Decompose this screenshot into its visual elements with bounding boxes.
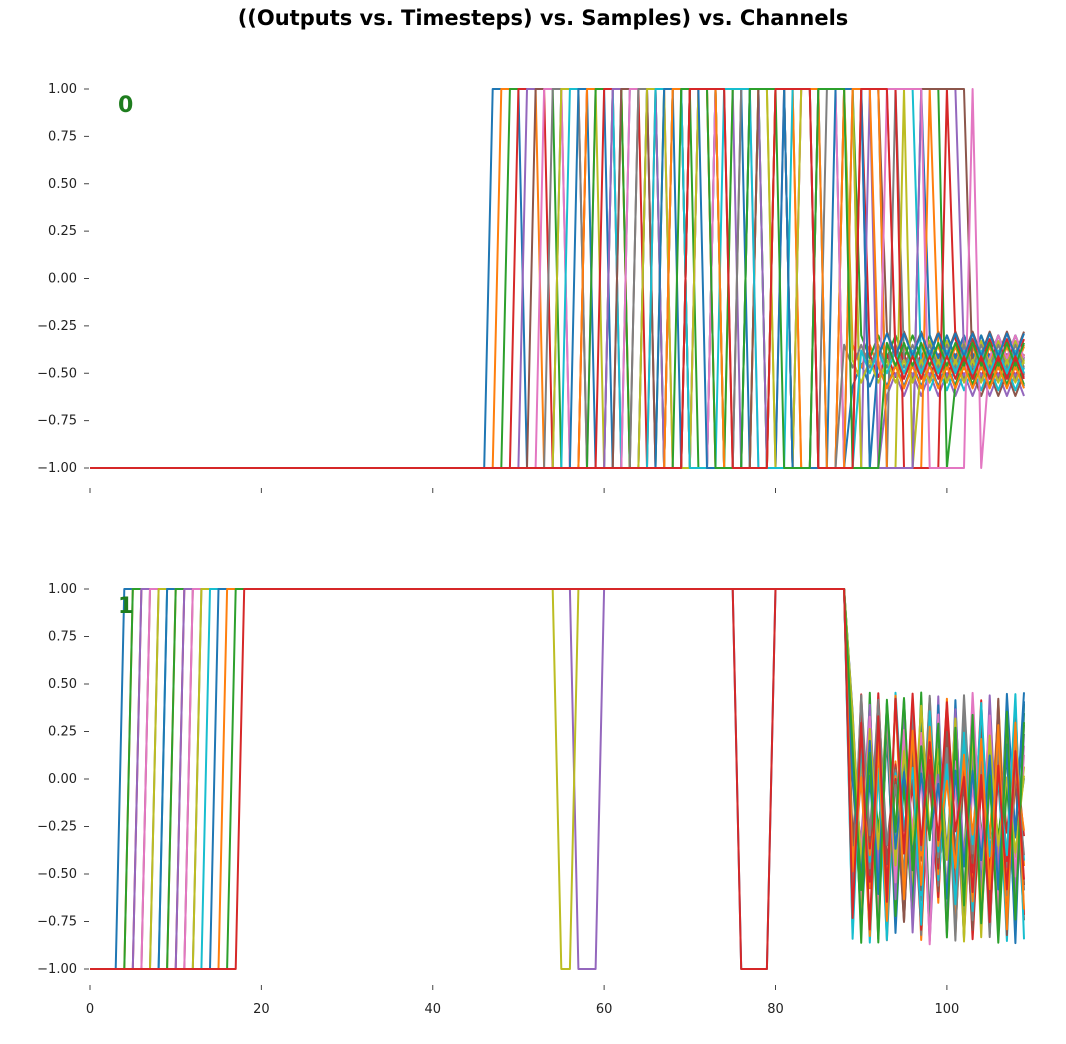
x-tick-label: 100 — [934, 1002, 959, 1017]
panel-label: 1 — [118, 594, 133, 619]
y-tick-label: 0.75 — [48, 630, 77, 645]
y-tick-label: −0.75 — [37, 414, 77, 429]
y-tick-label: −0.25 — [37, 319, 77, 334]
x-tick-label: 60 — [596, 1002, 613, 1017]
y-tick-label: 0.50 — [48, 677, 77, 692]
subplot-0: 1.00 0.75 0.50 0.25 0.00 −0.25 −0.50 −0.75 −1.00… — [37, 82, 1025, 493]
chart-title: ((Outputs vs. Timesteps) vs. Samples) vs… — [237, 6, 849, 30]
y-tick-label: −0.75 — [37, 915, 77, 930]
x-tick-label: 80 — [767, 1002, 784, 1017]
y-tick-label: −0.50 — [37, 366, 77, 381]
y-tick-label: −0.50 — [37, 867, 77, 882]
y-tick-label: 0.00 — [48, 772, 77, 787]
series-line — [90, 588, 1025, 970]
series-line — [90, 88, 1025, 469]
y-tick-label: 0.75 — [48, 129, 77, 144]
series-line — [90, 88, 1025, 469]
y-tick-label: 0.25 — [48, 725, 77, 740]
x-tick-label: 20 — [253, 1002, 270, 1017]
y-tick-label: 1.00 — [48, 582, 77, 597]
y-tick-label: 0.25 — [48, 224, 77, 239]
y-tick-label: −1.00 — [37, 461, 77, 476]
x-tick-label: 0 — [86, 1002, 94, 1017]
subplot-1: 1.00 0.75 0.50 0.25 0.00 −0.25 −0.50 −0.75 −1.00… — [37, 582, 1025, 1017]
y-tick-label: 0.00 — [48, 272, 77, 287]
y-tick-label: 1.00 — [48, 82, 77, 97]
y-tick-label: 0.50 — [48, 177, 77, 192]
panel-label: 0 — [118, 93, 133, 118]
y-tick-label: −1.00 — [37, 962, 77, 977]
x-tick-label: 40 — [424, 1002, 441, 1017]
y-tick-label: −0.25 — [37, 820, 77, 835]
